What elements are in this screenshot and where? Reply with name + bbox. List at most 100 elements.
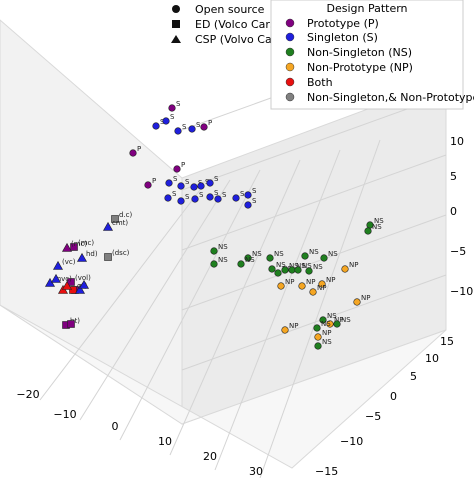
data-label: P: [181, 161, 185, 169]
data-point: [206, 193, 214, 201]
data-label: S: [172, 190, 177, 198]
data-point: [102, 221, 114, 231]
data-label: NS: [341, 316, 351, 324]
data-point: [191, 195, 199, 203]
data-point: [277, 282, 285, 290]
data-point: [268, 265, 276, 273]
data-point: [69, 286, 77, 294]
x-tick-label: −10: [53, 408, 76, 421]
legend-source: Open source ED (Volco Cars) CSP (Volvo C…: [171, 3, 286, 46]
data-label: NS: [327, 312, 337, 320]
legend-marker: [285, 32, 295, 42]
data-label: NS: [313, 263, 323, 271]
data-point: [190, 183, 198, 191]
data-point: [200, 123, 208, 131]
data-point: [326, 320, 334, 328]
legend-marker: [285, 92, 295, 102]
data-label: hd): [86, 250, 98, 258]
legend-source-item: ED (Volco Cars): [195, 18, 280, 31]
data-label: (mc): [78, 239, 94, 247]
legend-marker: [172, 20, 180, 28]
data-label: P: [137, 145, 141, 153]
data-point: [52, 260, 64, 270]
data-point: [364, 227, 372, 235]
data-label: NP: [349, 261, 358, 269]
data-label: NS: [296, 262, 306, 270]
data-label: S: [185, 193, 190, 201]
data-label: S: [185, 178, 190, 186]
data-point: [274, 269, 282, 277]
data-label: S: [214, 189, 219, 197]
data-label: S: [199, 191, 204, 199]
legend-pattern-item: Prototype (P): [307, 17, 379, 30]
y-tick-label: −10: [340, 435, 363, 448]
data-point: [197, 182, 205, 190]
data-label: (dsc): [112, 249, 130, 257]
data-label: NS: [302, 262, 312, 270]
y-tick-label: 5: [410, 370, 417, 383]
data-label: S: [240, 190, 245, 198]
z-tick-label: 0: [450, 205, 457, 218]
data-label: cmt): [112, 219, 128, 227]
data-label: NS: [372, 223, 382, 231]
data-point: [244, 191, 252, 199]
data-label: NS: [321, 320, 331, 328]
data-label: NP: [289, 322, 298, 330]
data-label: S: [170, 113, 175, 121]
legend-marker: [171, 35, 181, 43]
data-point: [266, 254, 274, 262]
legend-marker: [172, 5, 180, 13]
data-point: [301, 252, 309, 260]
data-label: S: [214, 175, 219, 183]
data-label: S: [160, 118, 165, 126]
data-point: [67, 320, 75, 328]
data-point: [78, 279, 90, 289]
data-point: [305, 267, 313, 275]
legend-marker: [285, 62, 295, 72]
gridline: [119, 169, 261, 441]
data-label: S: [252, 197, 257, 205]
data-label: S: [173, 175, 178, 183]
legend-source-item: Open source: [195, 3, 265, 16]
data-label: S: [182, 123, 187, 131]
legend-frame: [270, 0, 464, 110]
legend-marker: [285, 18, 295, 28]
y-tick-label: 0: [390, 390, 397, 403]
data-point: [61, 280, 73, 290]
data-point: [50, 273, 62, 283]
data-point: [61, 242, 73, 252]
data-point: [152, 122, 160, 130]
data-point: [129, 149, 137, 157]
data-point: [164, 194, 172, 202]
y-tick-label: −5: [365, 410, 381, 423]
gridline: [181, 274, 447, 371]
data-label: d.c): [119, 211, 133, 219]
data-point: [237, 260, 245, 268]
data-label: S: [222, 191, 227, 199]
data-label: NP: [285, 278, 294, 286]
data-point: [281, 266, 289, 274]
x-tick-label: 30: [249, 465, 263, 478]
data-label: NS: [245, 256, 255, 264]
legend-title: Design Pattern: [326, 2, 407, 15]
data-label: NS: [328, 250, 338, 258]
data-label: NS: [374, 217, 384, 225]
data-point: [314, 333, 322, 341]
data-label: S: [176, 100, 181, 108]
data-label: P: [152, 177, 156, 185]
z-tick-label: −5: [450, 245, 466, 258]
data-label: P: [208, 119, 212, 127]
data-label: NS: [218, 243, 228, 251]
data-point: [74, 284, 86, 294]
data-point: [314, 342, 322, 350]
data-point: [320, 254, 328, 262]
legend-pattern-item: Non-Singleton (NS): [307, 46, 412, 59]
data-point: [165, 179, 173, 187]
data-point: [174, 127, 182, 135]
data-point: [206, 179, 214, 187]
data-label: NS: [274, 250, 284, 258]
z-tick-label: 5: [450, 170, 457, 183]
data-point: [76, 252, 88, 262]
y-tick-label: 15: [440, 335, 454, 348]
data-point: [298, 282, 306, 290]
